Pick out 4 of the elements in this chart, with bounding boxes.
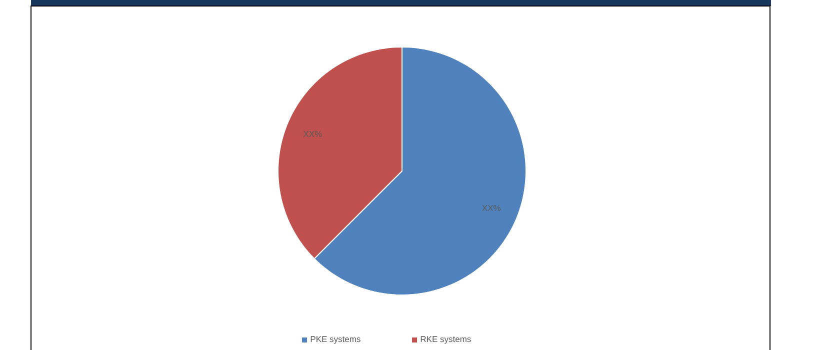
legend-label: PKE systems [310,336,360,344]
data-label: XX% [303,131,322,137]
legend-label: RKE systems [420,336,471,344]
data-label: XX% [482,205,501,211]
